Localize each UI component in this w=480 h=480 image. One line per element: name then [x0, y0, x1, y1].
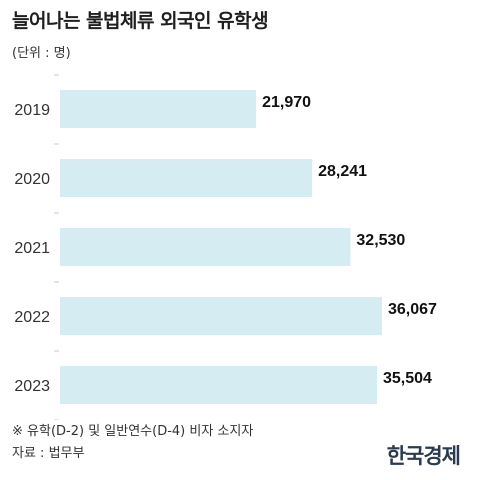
- footnote: ※ 유학(D-2) 및 일반연수(D-4) 비자 소지자: [12, 424, 254, 439]
- bar-2020: [60, 159, 313, 197]
- category-label-2021: 2021: [14, 240, 50, 257]
- category-label-2022: 2022: [14, 309, 50, 326]
- value-label-2021: 32,530: [356, 232, 405, 249]
- bar-2023: [60, 366, 377, 404]
- category-label-2023: 2023: [14, 378, 50, 395]
- publisher-logo: 한국경제: [386, 443, 461, 468]
- value-label-2019: 21,970: [262, 94, 311, 111]
- bar-2022: [60, 297, 382, 335]
- value-label-2023: 35,504: [383, 370, 432, 387]
- bar-2019: [60, 90, 257, 128]
- category-label-2020: 2020: [14, 171, 50, 188]
- source-note: 자료 : 법무부: [12, 446, 85, 461]
- category-label-2019: 2019: [14, 102, 50, 119]
- unit-label: (단위 : 명): [12, 46, 71, 61]
- bar-chart: 2019 21,970 2020 28,241 2021 32,530 2022 36,067…: [14, 74, 437, 420]
- chart-title: 늘어나는 불법체류 외국인 유학생: [12, 10, 269, 32]
- value-label-2022: 36,067: [388, 301, 437, 318]
- bar-2021: [60, 228, 351, 266]
- value-label-2020: 28,241: [318, 163, 367, 180]
